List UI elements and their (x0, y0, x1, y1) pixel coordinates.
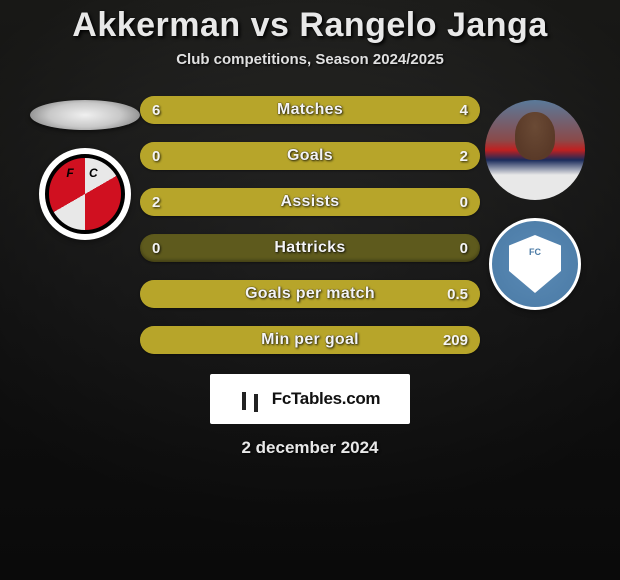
date-label: 2 december 2024 (241, 438, 378, 458)
fctables-text: FcTables.com (272, 389, 381, 409)
right-player-column (480, 96, 600, 310)
main-row: 64Matches 02Goals 20Assists 00Hattricks 0.5G… (0, 96, 620, 354)
left-player-column (20, 96, 140, 240)
page-title: Akkerman vs Rangelo Janga (72, 6, 547, 45)
stat-bar: 209Min per goal (140, 326, 480, 354)
stat-bar: 64Matches (140, 96, 480, 124)
club-badge-eindhoven (489, 218, 581, 310)
bar-label: Goals (140, 147, 480, 165)
bar-label: Min per goal (140, 331, 480, 349)
bar-label: Assists (140, 193, 480, 211)
bar-label: Hattricks (140, 239, 480, 257)
stat-bar: 02Goals (140, 142, 480, 170)
bar-label: Goals per match (140, 285, 480, 303)
fctables-icon (240, 386, 266, 412)
infographic-container: Akkerman vs Rangelo Janga Club competiti… (0, 0, 620, 580)
stat-bar: 20Assists (140, 188, 480, 216)
player-photo-left (30, 100, 140, 130)
stat-bar: 00Hattricks (140, 234, 480, 262)
player-photo-right (485, 100, 585, 200)
bar-label: Matches (140, 101, 480, 119)
stat-bar: 0.5Goals per match (140, 280, 480, 308)
stat-bars: 64Matches 02Goals 20Assists 00Hattricks 0.5G… (140, 96, 480, 354)
fctables-logo: FcTables.com (210, 374, 410, 424)
club-badge-utrecht (39, 148, 131, 240)
page-subtitle: Club competitions, Season 2024/2025 (176, 51, 444, 68)
